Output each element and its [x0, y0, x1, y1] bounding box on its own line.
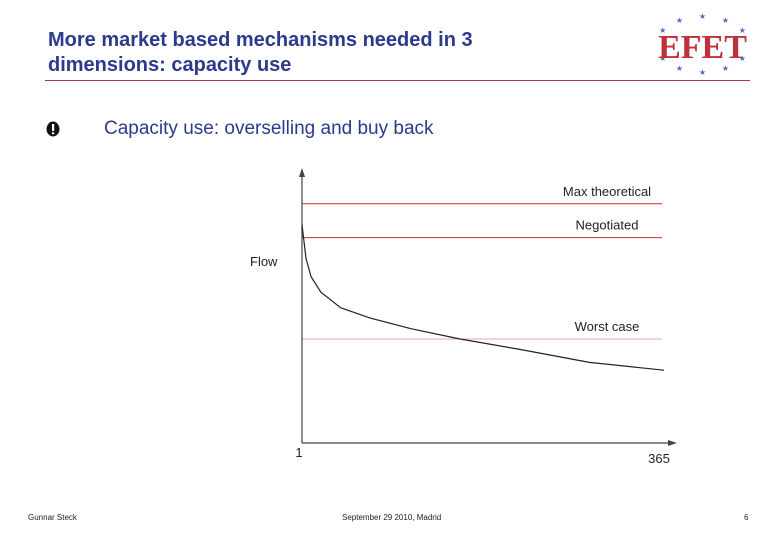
- slide-title: More market based mechanisms needed in 3…: [48, 28, 628, 78]
- logo-star-icon: ★: [722, 64, 729, 73]
- title-divider: [45, 80, 750, 81]
- efet-logo: ★ ★ ★ ★ ★ ★ ★ ★ ★ ★ EFET: [658, 12, 747, 77]
- reference-line-label: Max theoretical: [563, 184, 651, 199]
- slide-title-line-1: More market based mechanisms needed in 3: [48, 29, 473, 51]
- logo-stars: ★ ★ ★ ★ ★ ★ ★ ★ ★ ★: [659, 12, 746, 77]
- flow-chart-svg: Max theoretical Negotiated Worst case 1 365…: [250, 168, 677, 466]
- slide-title-line-2: dimensions: capacity use: [48, 54, 292, 76]
- footer-author: Gunnar Steck: [28, 513, 77, 522]
- reference-line-label: Negotiated: [576, 218, 639, 233]
- logo-wordmark: EFET: [658, 29, 747, 66]
- logo-star-icon: ★: [722, 16, 729, 25]
- logo-star-icon: ★: [676, 64, 683, 73]
- x-tick-label: 365: [648, 451, 670, 466]
- logo-star-icon: ★: [739, 26, 746, 35]
- bullet-item: Capacity use: overselling and buy back: [46, 118, 646, 144]
- bullet-text: Capacity use: overselling and buy back: [104, 118, 434, 139]
- y-axis-label: Flow: [250, 254, 278, 269]
- logo-star-icon: ★: [659, 54, 666, 63]
- flow-chart: Max theoretical Negotiated Worst case 1 365…: [230, 168, 710, 470]
- reference-lines: Max theoretical Negotiated Worst case: [302, 184, 662, 340]
- logo-star-icon: ★: [699, 12, 706, 21]
- x-axis-arrow: [668, 440, 677, 446]
- logo-star-icon: ★: [739, 54, 746, 63]
- x-tick-label: 1: [295, 445, 302, 460]
- series-line: [301, 224, 665, 371]
- y-axis-arrow: [299, 168, 305, 177]
- footer-page-number: 6: [744, 513, 749, 522]
- x-axis-ticks: 1 365: [295, 445, 669, 466]
- reference-line-label: Worst case: [575, 319, 640, 334]
- logo-star-icon: ★: [676, 16, 683, 25]
- exclamation-bullet-icon: [46, 121, 60, 137]
- logo-star-icon: ★: [699, 68, 706, 77]
- logo-star-icon: ★: [659, 26, 666, 35]
- footer-date-place: September 29 2010, Madrid: [342, 513, 442, 522]
